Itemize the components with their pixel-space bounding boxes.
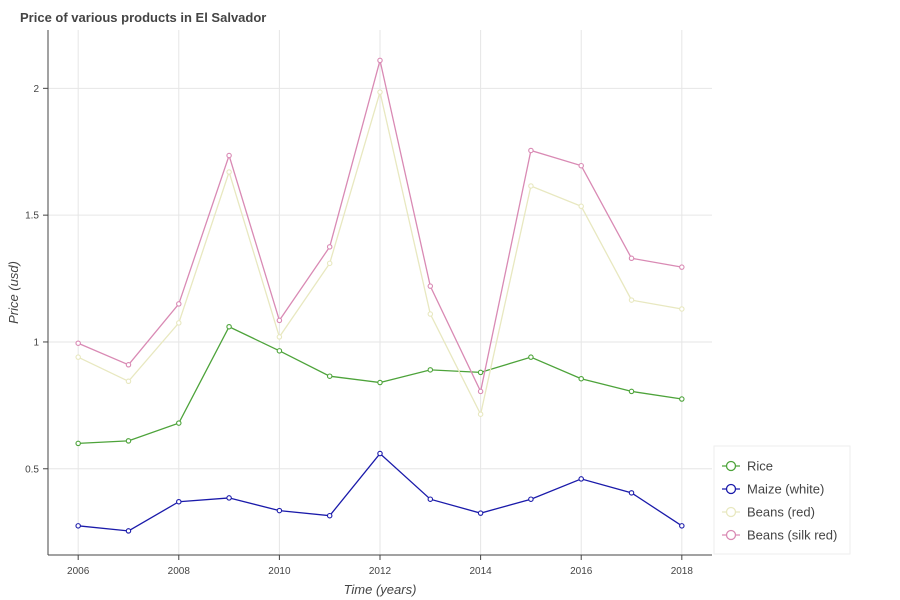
data-point[interactable] bbox=[528, 496, 534, 502]
data-point[interactable] bbox=[427, 496, 434, 502]
series-rice bbox=[75, 323, 685, 447]
data-point[interactable] bbox=[276, 348, 283, 354]
legend-box bbox=[713, 445, 851, 555]
legend-label: Rice bbox=[747, 459, 773, 474]
series-lines bbox=[75, 57, 685, 534]
data-point[interactable] bbox=[679, 523, 685, 529]
data-point[interactable] bbox=[578, 375, 584, 382]
data-point[interactable] bbox=[628, 297, 635, 303]
chart-title: Price of various products in El Salvador bbox=[20, 10, 267, 25]
data-point[interactable] bbox=[75, 440, 81, 447]
data-point[interactable] bbox=[176, 498, 182, 505]
legend: Rice Maize (white) Beans (red) Beans (silk … bbox=[713, 445, 851, 555]
data-point[interactable] bbox=[276, 317, 283, 324]
data-point[interactable] bbox=[679, 306, 685, 312]
y-axis-title: Price (usd) bbox=[6, 261, 21, 324]
data-point[interactable] bbox=[377, 57, 383, 64]
data-point[interactable] bbox=[578, 162, 584, 169]
data-point[interactable] bbox=[125, 438, 132, 444]
data-point[interactable] bbox=[628, 490, 635, 496]
x-axis-title: Time (years) bbox=[344, 582, 417, 597]
data-point[interactable] bbox=[226, 169, 232, 175]
data-point[interactable] bbox=[528, 354, 534, 360]
x-tick-label: 2006 bbox=[67, 566, 90, 577]
data-point[interactable] bbox=[477, 369, 484, 376]
data-point[interactable] bbox=[377, 450, 383, 457]
legend-swatch-marker bbox=[725, 460, 737, 472]
legend-label: Beans (red) bbox=[747, 505, 815, 520]
data-point[interactable] bbox=[477, 388, 484, 395]
legend-item[interactable]: Beans (red) bbox=[722, 505, 815, 520]
y-tick-label: 2 bbox=[33, 84, 39, 95]
data-point[interactable] bbox=[679, 396, 685, 402]
legend-item[interactable]: Maize (white) bbox=[722, 482, 824, 497]
legend-item[interactable]: Beans (silk red) bbox=[722, 528, 837, 543]
y-tick-label: 0.5 bbox=[25, 464, 39, 475]
data-point[interactable] bbox=[528, 183, 534, 189]
legend-label: Beans (silk red) bbox=[747, 528, 837, 543]
x-tick-label: 2016 bbox=[570, 566, 593, 577]
grid bbox=[48, 30, 712, 555]
series-beans-red bbox=[75, 89, 685, 417]
legend-swatch-marker bbox=[725, 529, 737, 541]
data-point[interactable] bbox=[226, 495, 232, 501]
data-point[interactable] bbox=[326, 260, 333, 267]
axes: 2006 2008 2010 2012 2014 2016 2018 0.5 1 1.5 2 bbox=[25, 30, 712, 577]
data-point[interactable] bbox=[125, 528, 132, 534]
data-point[interactable] bbox=[427, 311, 434, 317]
data-point[interactable] bbox=[578, 476, 584, 482]
data-point[interactable] bbox=[226, 323, 232, 330]
data-point[interactable] bbox=[377, 379, 383, 386]
data-point[interactable] bbox=[326, 373, 333, 379]
x-tick-label: 2008 bbox=[168, 566, 191, 577]
data-point[interactable] bbox=[176, 301, 182, 307]
x-tick-label: 2018 bbox=[671, 566, 694, 577]
data-point[interactable] bbox=[427, 367, 434, 373]
data-point[interactable] bbox=[427, 283, 434, 289]
data-point[interactable] bbox=[528, 147, 534, 154]
legend-item[interactable]: Rice bbox=[722, 459, 773, 474]
data-point[interactable] bbox=[628, 255, 635, 262]
data-point[interactable] bbox=[477, 411, 484, 417]
data-point[interactable] bbox=[326, 512, 333, 519]
legend-label: Maize (white) bbox=[747, 482, 824, 497]
data-point[interactable] bbox=[176, 320, 182, 326]
x-tick-label: 2012 bbox=[369, 566, 392, 577]
data-point[interactable] bbox=[276, 507, 283, 514]
data-point[interactable] bbox=[628, 388, 635, 395]
data-point[interactable] bbox=[75, 523, 81, 529]
data-point[interactable] bbox=[578, 203, 584, 210]
legend-swatch-marker bbox=[725, 506, 737, 518]
y-tick-label: 1.5 bbox=[25, 211, 39, 222]
data-point[interactable] bbox=[75, 354, 81, 360]
data-point[interactable] bbox=[176, 420, 182, 426]
y-tick-label: 1 bbox=[33, 337, 39, 348]
x-tick-label: 2014 bbox=[469, 566, 492, 577]
data-point[interactable] bbox=[125, 362, 132, 368]
legend-swatch-marker bbox=[725, 483, 737, 495]
series-beans-silk-red bbox=[75, 57, 685, 395]
data-point[interactable] bbox=[75, 340, 81, 346]
data-point[interactable] bbox=[326, 244, 333, 250]
data-point[interactable] bbox=[125, 378, 132, 385]
series-maize-white bbox=[75, 450, 685, 534]
data-point[interactable] bbox=[226, 152, 232, 159]
data-point[interactable] bbox=[276, 334, 283, 340]
x-tick-label: 2010 bbox=[268, 566, 291, 577]
data-point[interactable] bbox=[679, 264, 685, 270]
data-point[interactable] bbox=[377, 89, 383, 95]
data-point[interactable] bbox=[477, 510, 484, 516]
